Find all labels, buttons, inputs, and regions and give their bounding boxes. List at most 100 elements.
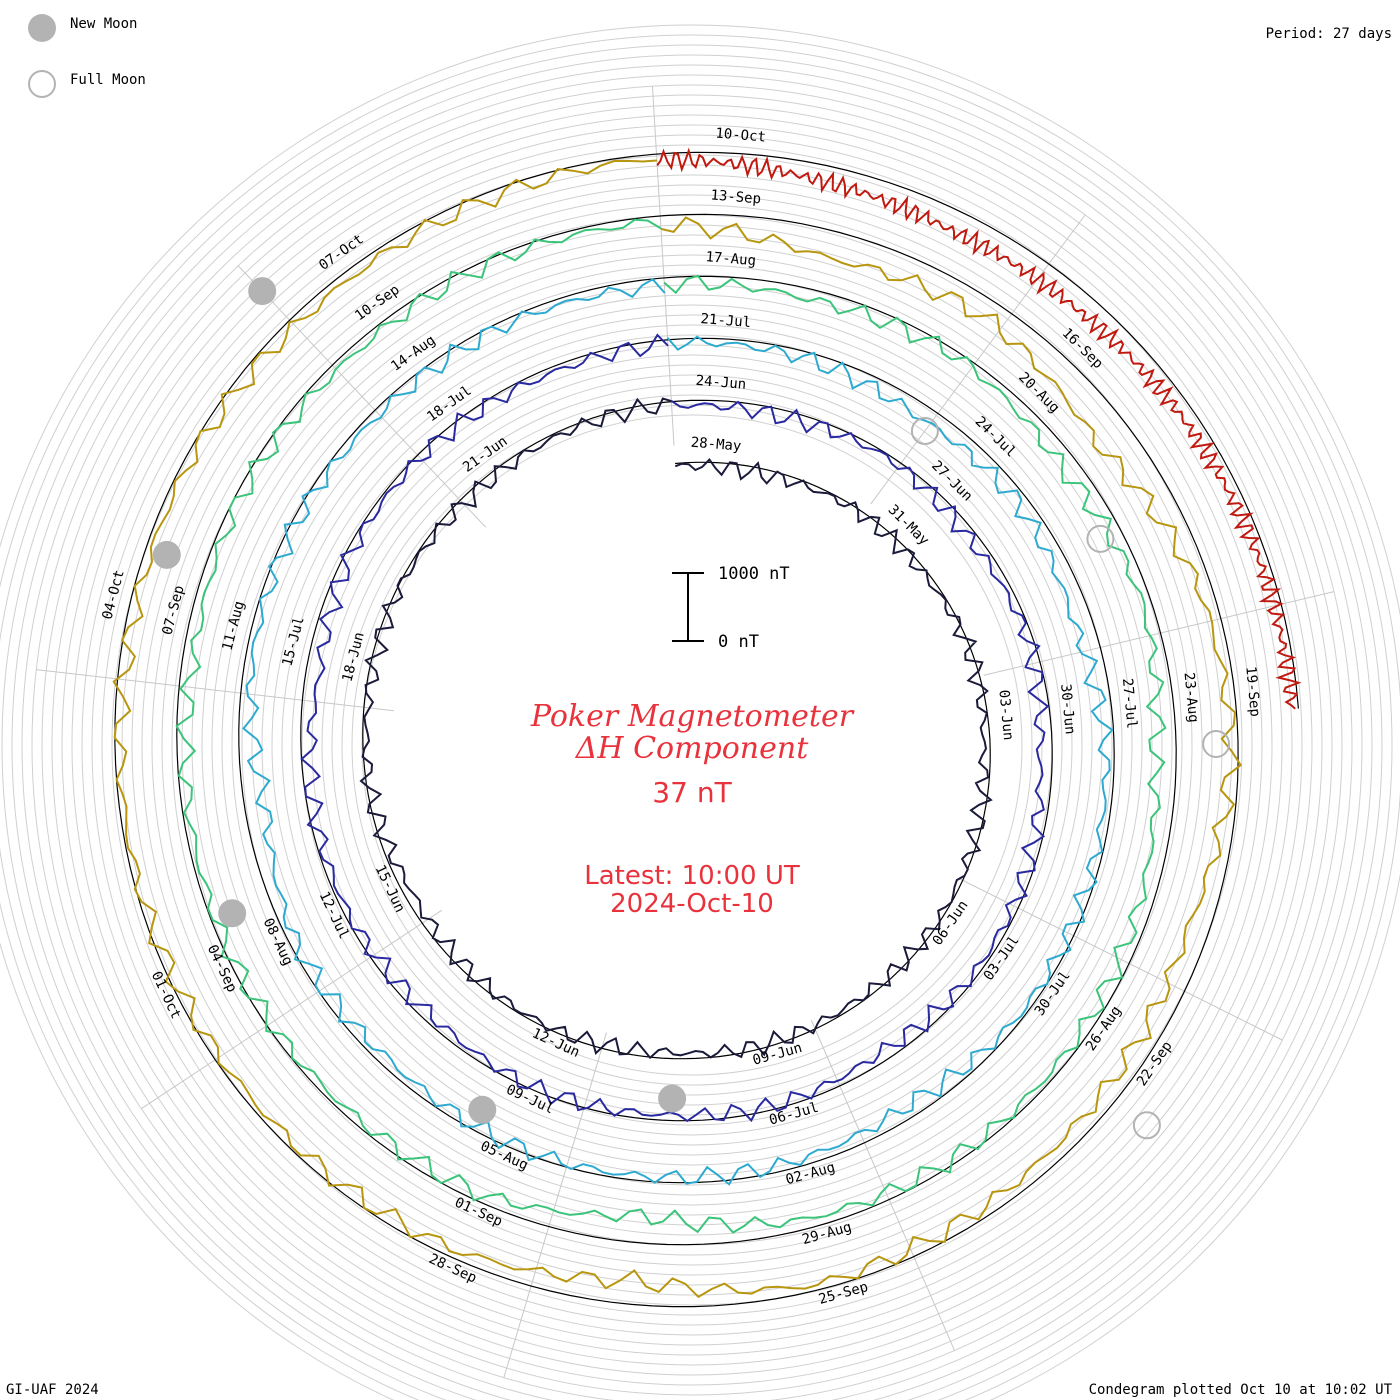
grid-ring	[361, 414, 1023, 1076]
date-label: 31-May	[885, 502, 932, 549]
date-label: 12-Jul	[316, 889, 352, 942]
date-label: 01-Sep	[452, 1195, 505, 1231]
date-label: 10-Oct	[715, 126, 767, 146]
series-trace	[242, 278, 1114, 1186]
full-moon-marker	[910, 417, 939, 445]
scale-top-label: 1000 nT	[718, 564, 790, 584]
grid-ring	[201, 254, 1183, 1236]
grid-ring	[141, 194, 1243, 1296]
date-label: 24-Jun	[695, 373, 747, 393]
spoke-line	[237, 265, 487, 528]
spoke-line	[651, 86, 675, 446]
reference-rings	[114, 151, 1299, 1308]
period-label: Period: 27 days	[1266, 26, 1392, 42]
grid-ring	[151, 204, 1233, 1286]
grid-ring	[1, 54, 1383, 1400]
new-moon-marker	[248, 277, 277, 306]
grid-ring	[101, 154, 1283, 1336]
spoke-line	[983, 591, 1335, 676]
date-label: 01-Oct	[148, 969, 184, 1022]
new-moon-marker	[152, 540, 181, 569]
grid-ring	[111, 164, 1273, 1326]
date-label: 27-Jul	[1119, 677, 1140, 729]
new-moon-legend-icon	[28, 14, 56, 42]
grid-ring	[301, 354, 1083, 1136]
date-label: 06-Jun	[930, 898, 972, 949]
grid-ring	[211, 264, 1173, 1226]
date-label: 07-Oct	[316, 231, 366, 273]
grid-ring	[251, 304, 1133, 1186]
date-label: 13-Sep	[710, 187, 762, 207]
date-label: 19-Sep	[1242, 666, 1263, 718]
date-label: 18-Jul	[424, 383, 474, 425]
grid-ring	[0, 44, 1393, 1400]
grid-ring	[71, 124, 1313, 1366]
current-value: 37 nT	[652, 776, 732, 809]
grid-ring	[31, 84, 1353, 1400]
grid-ring	[0, 34, 1400, 1400]
date-label: 21-Jun	[460, 433, 510, 475]
full-moon-marker	[1202, 730, 1231, 758]
grid-ring	[321, 374, 1063, 1116]
full-moon-marker	[1086, 524, 1115, 553]
date-label: 21-Jul	[700, 311, 752, 331]
grid-ring	[61, 114, 1323, 1376]
date-label: 03-Jun	[995, 689, 1016, 741]
grid-ring	[181, 234, 1203, 1256]
grid-ring	[81, 134, 1303, 1356]
date-label: 20-Aug	[1015, 369, 1062, 416]
date-label: 24-Jul	[972, 414, 1019, 461]
spoke-line	[870, 214, 1086, 505]
grid-ring	[131, 184, 1253, 1306]
grid-ring	[241, 294, 1143, 1196]
grid-ring	[41, 94, 1343, 1396]
date-label: 15-Jun	[372, 863, 408, 916]
series-trace	[359, 397, 993, 1060]
grid-ring	[51, 104, 1333, 1386]
latest-time: Latest: 10:00 UT	[584, 861, 800, 891]
spoke-line	[140, 909, 442, 1110]
grid-ring	[221, 274, 1163, 1216]
date-label: 04-Oct	[100, 568, 128, 621]
moon-markers	[152, 277, 1231, 1140]
scale-bottom-label: 0 nT	[718, 632, 759, 652]
new-moon-marker	[468, 1095, 497, 1124]
spoke-line	[810, 1020, 955, 1351]
radial-spokes	[36, 86, 1335, 1378]
full-moon-legend-icon	[28, 70, 56, 98]
series-trace	[175, 218, 1167, 1234]
footer-credit: GI-UAF 2024	[6, 1382, 99, 1398]
spoke-line	[36, 669, 395, 712]
reference-spiral	[114, 151, 1299, 1308]
grid-ring	[291, 344, 1093, 1146]
grid-ring	[271, 324, 1113, 1166]
full-moon-legend-label: Full Moon	[70, 72, 146, 88]
grid-ring	[231, 284, 1153, 1206]
spoke-line	[503, 1032, 607, 1378]
grid-ring	[91, 144, 1293, 1346]
grid-ring	[21, 74, 1363, 1400]
date-label: 12-Jun	[529, 1025, 582, 1061]
latest-date: 2024-Oct-10	[610, 889, 774, 919]
series-trace	[300, 333, 1050, 1123]
chart-title-line2: ΔH Component	[575, 731, 809, 766]
footer-plotted: Condegram plotted Oct 10 at 10:02 UT	[1089, 1382, 1393, 1398]
grid-ring	[0, 24, 1400, 1400]
date-label: 30-Jun	[1057, 683, 1078, 735]
series-trace	[656, 147, 1302, 710]
grid-ring	[341, 394, 1043, 1096]
date-label: 15-Jul	[280, 615, 308, 668]
grid-ring	[261, 314, 1123, 1176]
date-label: 28-Sep	[426, 1251, 479, 1287]
grid-ring	[171, 224, 1213, 1266]
new-moon-legend-label: New Moon	[70, 16, 137, 32]
date-label: 23-Aug	[1181, 672, 1202, 724]
spoke-line	[960, 878, 1283, 1041]
series-group	[112, 147, 1302, 1299]
grid-ring	[351, 404, 1033, 1086]
new-moon-marker	[218, 899, 247, 928]
grid-ring	[11, 64, 1373, 1400]
date-label: 17-Aug	[705, 249, 757, 269]
